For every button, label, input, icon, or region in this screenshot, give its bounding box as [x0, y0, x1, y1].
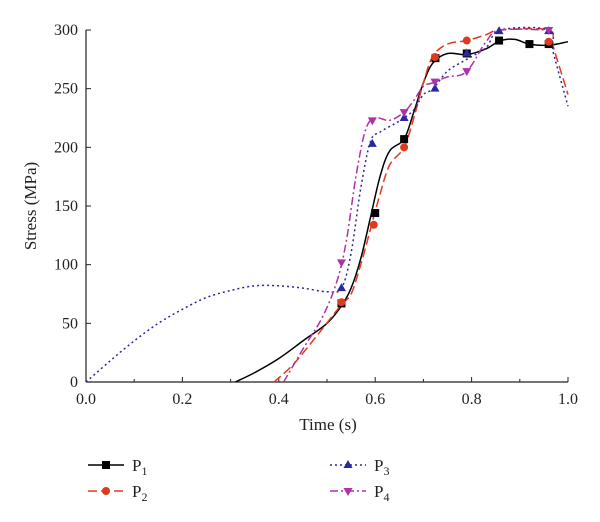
marker-p2: [430, 52, 439, 61]
marker-p1: [371, 209, 380, 218]
legend-label: P2: [132, 482, 147, 504]
marker-p3: [336, 283, 346, 292]
legend-swatch-marker: [343, 460, 353, 468]
legend-item-p4: P4: [330, 482, 389, 504]
x-tick-label: 0.8: [462, 391, 482, 408]
legend-label: P4: [374, 482, 389, 504]
legend-label: P3: [374, 456, 389, 478]
y-tick-label: 200: [54, 139, 78, 156]
y-tick-label: 50: [62, 315, 78, 332]
y-tick-label: 0: [70, 374, 78, 391]
x-axis-title: Time (s): [299, 415, 356, 434]
marker-p4: [430, 78, 440, 87]
x-tick-label: 0.4: [269, 391, 289, 408]
marker-p4: [367, 117, 377, 126]
marker-p4: [399, 109, 409, 118]
legend-label: P1: [132, 456, 147, 478]
series-line-p4: [282, 28, 549, 383]
marker-p1: [495, 36, 504, 45]
marker-p2: [462, 36, 471, 45]
marker-p3: [494, 26, 504, 35]
series-line-p3: [86, 26, 569, 383]
markers-layer: [336, 26, 554, 308]
marker-p2: [400, 143, 409, 152]
marker-p3: [430, 83, 440, 92]
marker-p2: [544, 37, 553, 46]
legend-swatch-marker: [102, 487, 110, 495]
marker-p4: [544, 27, 554, 35]
marker-p3: [367, 138, 377, 147]
legend-swatch-marker: [102, 461, 110, 469]
y-tick-label: 250: [54, 81, 78, 98]
axes: 0.0 0.2 0.4 0.6 0.8 1.0 0 50 100 150 200 250 300: [54, 22, 578, 408]
y-tick-label: 150: [54, 198, 78, 215]
legend-item-p2: P2: [88, 482, 147, 504]
marker-p1: [525, 40, 534, 49]
legend-item-p1: P1: [88, 456, 147, 478]
x-tick-label: 1.0: [558, 391, 578, 408]
marker-p3: [462, 48, 472, 57]
marker-p2: [369, 220, 378, 229]
x-tick-label: 0.6: [365, 391, 385, 408]
marker-p1: [400, 135, 409, 144]
x-tick-label: 0.2: [172, 391, 192, 408]
legend-swatch-marker: [343, 488, 353, 496]
y-axis-title: Stress (MPa): [21, 162, 40, 250]
x-tick-label: 0.0: [76, 391, 96, 408]
marker-p4: [462, 68, 472, 77]
series-line-p2: [273, 27, 569, 383]
legend-item-p3: P3: [330, 456, 389, 478]
legend: P1 P2 P3 P4: [88, 456, 389, 504]
series-line-p1: [235, 38, 569, 383]
y-tick-label: 300: [54, 22, 78, 39]
series-layer: [86, 26, 569, 383]
y-tick-label: 100: [54, 257, 78, 274]
marker-p4: [336, 259, 346, 268]
marker-p2: [337, 298, 346, 307]
